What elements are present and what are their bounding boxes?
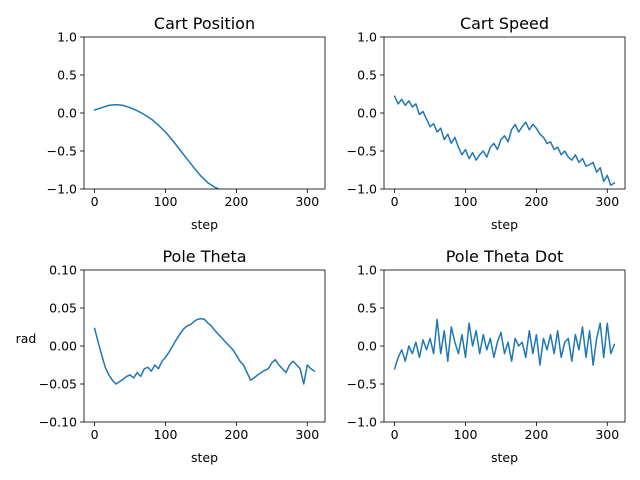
y-tick-label: −1.0 — [47, 182, 77, 197]
subplot-pole-theta: Pole Theta step rad 0 100 200 300 0.10 0.05 0.… — [16, 247, 326, 465]
x-tick-label: 100 — [454, 194, 478, 209]
axes-frame — [83, 36, 326, 190]
series-line — [393, 318, 616, 370]
x-tick-label: 0 — [391, 194, 399, 209]
y-tick-label: 0.0 — [357, 339, 377, 354]
subplot-title: Pole Theta — [162, 247, 246, 266]
y-tick-label: −1.0 — [347, 415, 377, 430]
x-tick-label: 0 — [91, 427, 99, 442]
subplot-pole-theta-dot: Pole Theta Dot step 0 100 200 300 1.0 0.5 0.0 −… — [347, 247, 626, 465]
x-tick-label: 200 — [524, 194, 548, 209]
y-tick-label: 1.0 — [57, 30, 77, 45]
y-tick-label: 0.0 — [57, 106, 77, 121]
y-tick-label: −0.05 — [39, 377, 77, 392]
axes-frame — [83, 269, 326, 423]
axes-frame — [383, 36, 626, 190]
y-tick-label: −0.5 — [47, 144, 77, 159]
y-tick-label: 0.0 — [357, 106, 377, 121]
axes-frame — [383, 269, 626, 423]
x-tick-label: 300 — [595, 194, 619, 209]
subplot-title: Pole Theta Dot — [446, 247, 564, 266]
series-line — [93, 317, 316, 385]
y-axis-label: rad — [16, 331, 37, 346]
y-tick-label: 0.5 — [57, 68, 77, 83]
x-tick-label: 200 — [224, 194, 248, 209]
x-axis-label: step — [491, 450, 518, 465]
x-axis-label: step — [491, 217, 518, 232]
x-tick-label: 100 — [154, 427, 178, 442]
y-tick-label: 0.05 — [49, 301, 77, 316]
y-tick-label: 0.10 — [49, 263, 77, 278]
y-tick-label: −0.5 — [347, 377, 377, 392]
x-tick-label: 100 — [454, 427, 478, 442]
subplot-title: Cart Position — [154, 14, 255, 33]
y-tick-label: −1.0 — [347, 182, 377, 197]
y-tick-label: 0.5 — [357, 301, 377, 316]
subplot-cart-speed: Cart Speed step 0 100 200 300 1.0 0.5 0.0 −0.5 −… — [347, 14, 626, 232]
y-tick-label: 1.0 — [357, 263, 377, 278]
y-tick-label: 0.5 — [357, 68, 377, 83]
x-tick-label: 0 — [391, 427, 399, 442]
x-axis-label: step — [191, 217, 218, 232]
x-tick-label: 300 — [295, 427, 319, 442]
y-tick-label: −0.10 — [39, 415, 77, 430]
subplot-cart-position: Cart Position step 0 100 200 300 1.0 0.5 0.0 −0… — [47, 14, 326, 232]
x-tick-label: 200 — [224, 427, 248, 442]
series-line — [393, 95, 616, 186]
x-tick-label: 300 — [295, 194, 319, 209]
x-tick-label: 0 — [91, 194, 99, 209]
x-axis-label: step — [191, 450, 218, 465]
x-tick-label: 100 — [154, 194, 178, 209]
series-line — [93, 103, 220, 189]
y-tick-label: 0.00 — [49, 339, 77, 354]
x-tick-label: 300 — [595, 427, 619, 442]
x-tick-label: 200 — [524, 427, 548, 442]
y-tick-label: 1.0 — [357, 30, 377, 45]
subplot-title: Cart Speed — [460, 14, 549, 33]
y-tick-label: −0.5 — [347, 144, 377, 159]
